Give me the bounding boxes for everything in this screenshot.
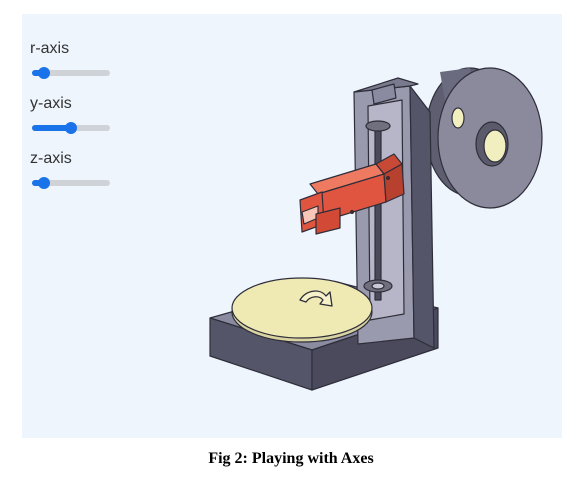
lead-screw [363, 120, 393, 301]
machine-3d-view[interactable] [22, 14, 562, 438]
turntable [231, 277, 373, 343]
z-axis-label: z-axis [30, 150, 72, 167]
y-axis-label: y-axis [30, 95, 72, 112]
spool [425, 67, 543, 209]
y-axis-slider-fill [32, 125, 71, 131]
y-axis-slider[interactable] [32, 122, 110, 134]
r-axis-slider[interactable] [32, 67, 110, 79]
r-axis-label: r-axis [30, 40, 70, 57]
z-axis-slider-thumb[interactable] [37, 177, 50, 189]
rotate-arrow-icon [299, 290, 333, 307]
y-axis-slider-thumb[interactable] [65, 122, 77, 134]
viewer-panel: r-axis y-axis z-axis [22, 14, 562, 438]
carriage [299, 153, 405, 235]
r-axis-slider-thumb[interactable] [37, 67, 50, 79]
z-axis-slider[interactable] [32, 177, 110, 189]
figure-caption: Fig 2: Playing with Axes [208, 450, 374, 467]
